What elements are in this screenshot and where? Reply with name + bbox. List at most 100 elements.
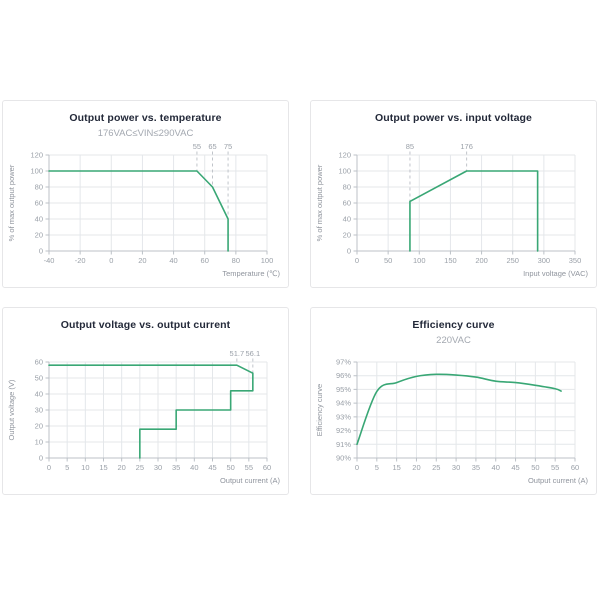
svg-text:55: 55	[245, 463, 253, 472]
svg-text:60: 60	[35, 199, 43, 208]
svg-text:0: 0	[347, 247, 351, 256]
svg-text:91%: 91%	[336, 440, 351, 449]
svg-text:45: 45	[511, 463, 519, 472]
svg-text:80: 80	[343, 183, 351, 192]
svg-text:40: 40	[492, 463, 500, 472]
chart-title: Efficiency curve	[412, 319, 495, 331]
svg-text:25: 25	[136, 463, 144, 472]
svg-text:35: 35	[172, 463, 180, 472]
chart-panel-output-voltage-vs-output-current: Output voltage vs. output current 0 5 10 15…	[2, 307, 289, 495]
svg-text:60: 60	[263, 463, 271, 472]
svg-text:Input voltage (VAC): Input voltage (VAC)	[523, 269, 588, 278]
svg-text:0: 0	[355, 463, 359, 472]
svg-text:92%: 92%	[336, 426, 351, 435]
svg-text:20: 20	[35, 422, 43, 431]
svg-text:40: 40	[35, 390, 43, 399]
charts-grid: Output power vs. temperature 176VAC≤VIN≤…	[2, 100, 597, 495]
svg-text:0: 0	[39, 454, 43, 463]
svg-text:-20: -20	[75, 256, 86, 265]
chart-subtitle: 176VAC≤VIN≤290VAC	[97, 128, 194, 139]
svg-text:100: 100	[30, 167, 43, 176]
svg-text:25: 25	[432, 463, 440, 472]
svg-text:30: 30	[452, 463, 460, 472]
svg-text:50: 50	[35, 374, 43, 383]
svg-text:300: 300	[538, 256, 551, 265]
svg-text:350: 350	[569, 256, 582, 265]
svg-text:100: 100	[413, 256, 426, 265]
svg-text:85: 85	[406, 142, 414, 151]
chart-subtitle	[311, 126, 596, 141]
svg-text:55: 55	[551, 463, 559, 472]
svg-text:0: 0	[47, 463, 51, 472]
svg-text:5: 5	[375, 463, 379, 472]
svg-text:50: 50	[226, 463, 234, 472]
svg-text:60: 60	[201, 256, 209, 265]
svg-text:Output current (A): Output current (A)	[528, 476, 589, 485]
svg-text:Output voltage (V): Output voltage (V)	[7, 379, 16, 440]
svg-text:80: 80	[232, 256, 240, 265]
output-power-vs-input-voltage-chart: 0 50 100 150 200 250 300 350 0 20 40 60 80 100 120 Inpu…	[315, 142, 588, 278]
chart-panel-output-power-vs-temperature: Output power vs. temperature 176VAC≤VIN≤…	[2, 100, 289, 288]
chart-panel-output-power-vs-input-voltage: Output power vs. input voltage 0 50 100 150…	[310, 100, 597, 288]
svg-text:45: 45	[208, 463, 216, 472]
svg-text:15: 15	[392, 463, 400, 472]
svg-text:20: 20	[117, 463, 125, 472]
chart-title: Output power vs. input voltage	[374, 112, 532, 124]
svg-text:60: 60	[343, 199, 351, 208]
svg-text:120: 120	[338, 151, 351, 160]
svg-text:20: 20	[138, 256, 146, 265]
svg-text:30: 30	[35, 406, 43, 415]
output-voltage-vs-output-current-chart: 0 5 10 15 20 25 30 35 40 45 50 55 60 0 10 20 30 40 50 60 Out…	[7, 349, 281, 485]
svg-text:0: 0	[109, 256, 113, 265]
output-power-vs-temperature-chart: -40 -20 0 20 40 60 80 100 0 20 40 60 80 100 120 Tempera…	[7, 142, 280, 278]
svg-text:20: 20	[343, 231, 351, 240]
svg-text:56.1: 56.1	[246, 349, 261, 358]
svg-text:120: 120	[30, 151, 43, 160]
svg-text:Temperature (℃): Temperature (℃)	[222, 269, 280, 278]
chart-subtitle	[3, 333, 288, 348]
svg-text:15: 15	[99, 463, 107, 472]
svg-text:94%: 94%	[336, 399, 351, 408]
svg-text:60: 60	[571, 463, 579, 472]
svg-text:50: 50	[384, 256, 392, 265]
svg-text:Output current (A): Output current (A)	[220, 476, 281, 485]
svg-text:50: 50	[531, 463, 539, 472]
svg-text:0: 0	[355, 256, 359, 265]
svg-text:65: 65	[208, 142, 216, 151]
svg-text:Efficiency curve: Efficiency curve	[315, 384, 324, 436]
svg-text:100: 100	[338, 167, 351, 176]
svg-text:40: 40	[169, 256, 177, 265]
svg-text:% of max output power: % of max output power	[7, 164, 16, 241]
svg-text:95%: 95%	[336, 385, 351, 394]
svg-text:100: 100	[261, 256, 274, 265]
svg-text:30: 30	[154, 463, 162, 472]
svg-text:250: 250	[506, 256, 519, 265]
svg-text:90%: 90%	[336, 454, 351, 463]
svg-text:-40: -40	[44, 256, 55, 265]
svg-text:20: 20	[35, 231, 43, 240]
svg-text:97%: 97%	[336, 358, 351, 367]
chart-panel-efficiency-curve: Efficiency curve 220VAC 0 5 15 20 25 30 35 40 45…	[310, 307, 597, 495]
chart-title: Output voltage vs. output current	[60, 319, 231, 331]
svg-text:10: 10	[81, 463, 89, 472]
svg-text:75: 75	[224, 142, 232, 151]
svg-text:10: 10	[35, 438, 43, 447]
svg-text:60: 60	[35, 358, 43, 367]
efficiency-curve-chart: 0 5 15 20 25 30 35 40 45 50 55 60 90% 91% 92% 93% 94% 95%…	[315, 358, 589, 486]
svg-text:40: 40	[35, 215, 43, 224]
svg-text:0: 0	[39, 247, 43, 256]
svg-text:% of max output power: % of max output power	[315, 164, 324, 241]
svg-text:80: 80	[35, 183, 43, 192]
svg-text:96%: 96%	[336, 371, 351, 380]
svg-text:20: 20	[412, 463, 420, 472]
svg-text:200: 200	[475, 256, 488, 265]
svg-text:5: 5	[65, 463, 69, 472]
svg-text:35: 35	[472, 463, 480, 472]
svg-text:150: 150	[444, 256, 457, 265]
svg-text:40: 40	[190, 463, 198, 472]
chart-title: Output power vs. temperature	[69, 112, 222, 124]
svg-text:40: 40	[343, 215, 351, 224]
chart-subtitle: 220VAC	[436, 335, 471, 346]
svg-text:51.7: 51.7	[230, 349, 245, 358]
svg-text:93%: 93%	[336, 412, 351, 421]
